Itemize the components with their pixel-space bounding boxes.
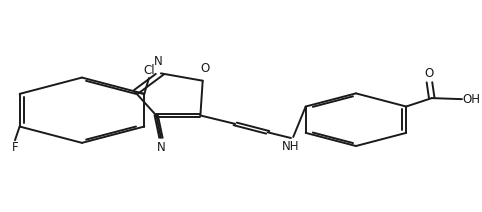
Text: O: O — [201, 63, 210, 75]
Text: O: O — [425, 67, 434, 80]
Text: NH: NH — [282, 140, 300, 153]
Text: N: N — [154, 55, 163, 68]
Text: N: N — [157, 141, 165, 154]
Text: F: F — [12, 141, 18, 154]
Text: Cl: Cl — [143, 64, 155, 77]
Text: OH: OH — [463, 93, 481, 106]
